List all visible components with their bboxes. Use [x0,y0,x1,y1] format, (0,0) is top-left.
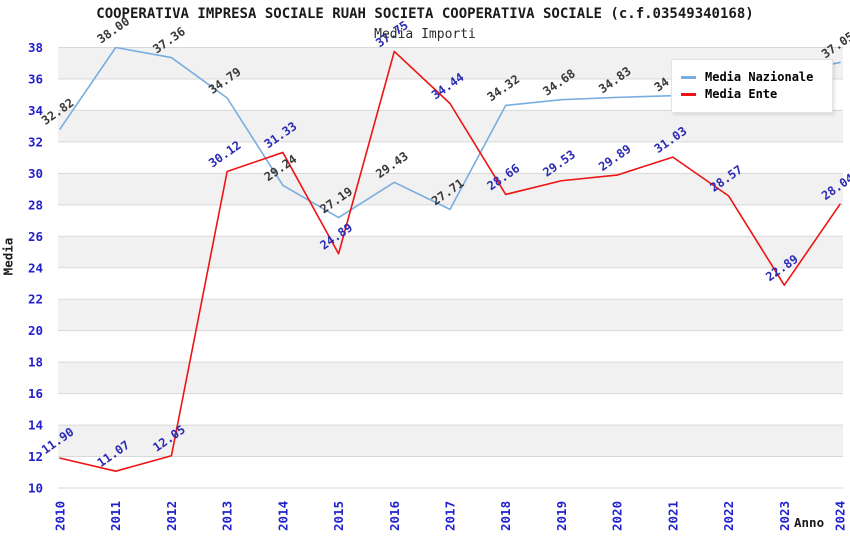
y-tick-label: 36 [28,71,43,86]
chart-subtitle: Media Importi [374,27,476,42]
y-tick-label: 30 [28,166,43,181]
y-tick-label: 10 [28,481,43,496]
x-tick-label: 2022 [721,501,736,531]
data-point-label: 30.12 [206,138,244,170]
background-band [58,299,843,331]
x-tick-label: 2013 [220,501,235,531]
legend-label: Media Ente [705,87,778,101]
y-tick-label: 14 [28,418,43,433]
x-tick-label: 2010 [53,501,68,531]
background-band [58,425,843,457]
x-tick-label: 2018 [498,501,513,531]
y-tick-label: 22 [28,292,43,307]
y-tick-label: 16 [28,386,43,401]
x-tick-label: 2016 [387,501,402,531]
line-marker-icon [681,92,696,96]
x-tick-label: 2014 [275,501,290,531]
y-tick-label: 38 [28,40,43,55]
x-tick-label: 2011 [108,501,123,531]
series-line-media-ente [59,50,841,472]
y-axis-title: Media [0,237,16,276]
background-band [58,362,843,394]
line-marker-icon [681,75,696,79]
legend: Media Nazionale Media Ente [671,59,833,113]
x-tick-label: 2019 [554,501,569,531]
y-tick-label: 26 [28,229,43,244]
data-point-label: 29.89 [596,142,634,174]
background-band [58,236,843,268]
y-tick-label: 34 [28,103,43,118]
x-tick-label: 2024 [833,501,848,531]
x-tick-label: 2021 [665,501,680,531]
background-band [58,110,843,142]
legend-item-media-nazionale: Media Nazionale [681,70,823,84]
y-tick-label: 12 [28,449,43,464]
legend-label: Media Nazionale [705,70,814,84]
x-axis-title: Anno [794,515,825,530]
y-tick-label: 28 [28,197,43,212]
x-tick-label: 2012 [164,501,179,531]
background-band [58,173,843,205]
y-tick-label: 18 [28,355,43,370]
x-tick-label: 2017 [443,501,458,531]
x-tick-label: 2023 [777,501,792,531]
y-tick-label: 24 [28,260,43,275]
x-tick-label: 2020 [610,501,625,531]
x-tick-label: 2015 [331,501,346,531]
y-tick-label: 20 [28,323,43,338]
chart-title: COOPERATIVA IMPRESA SOCIALE RUAH SOCIETA… [96,6,754,22]
legend-item-media-ente: Media Ente [681,87,823,101]
y-tick-label: 32 [28,134,43,149]
